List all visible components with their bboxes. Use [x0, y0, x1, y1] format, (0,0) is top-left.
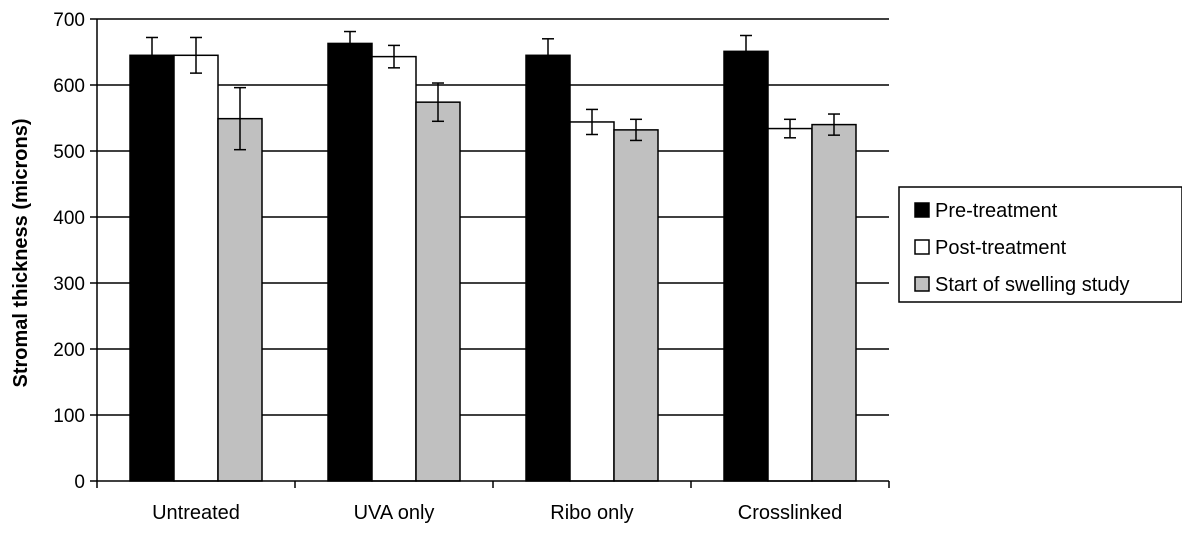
y-tick-label: 700 — [53, 10, 85, 31]
bar — [811, 123, 857, 482]
legend-swatch — [914, 276, 930, 292]
axes — [90, 18, 890, 488]
y-tick-label: 400 — [53, 208, 85, 229]
bar — [217, 117, 263, 482]
y-tick-labels: 0 100 200 300 400 500 600 700 — [53, 10, 85, 493]
bar — [569, 121, 615, 482]
x-tick-label: Ribo only — [550, 502, 633, 524]
legend-box — [898, 186, 1182, 303]
legend-items: Pre-treatment Post-treatment Start of swel… — [914, 200, 1130, 296]
y-tick-label: 500 — [53, 142, 85, 163]
legend: Pre-treatment Post-treatment Start of swel… — [898, 186, 1182, 303]
x-tick-label: Crosslinked — [738, 502, 842, 524]
y-axis-title: Stromal thickness (microns) — [10, 119, 32, 388]
legend-label: Pre-treatment — [935, 200, 1058, 222]
bar — [723, 50, 769, 482]
x-tick-labels: Untreated UVA only Ribo only Crosslinked — [152, 502, 842, 524]
y-tick-label: 200 — [53, 340, 85, 361]
y-tick-label: 300 — [53, 274, 85, 295]
error-bars — [146, 30, 840, 151]
bar — [371, 55, 417, 482]
bar — [767, 127, 813, 482]
y-tick-label: 600 — [53, 76, 85, 97]
x-tick-label: UVA only — [354, 502, 435, 524]
bar — [327, 42, 373, 482]
legend-label: Post-treatment — [935, 237, 1067, 259]
bar — [129, 54, 175, 482]
legend-swatch — [914, 239, 930, 255]
bar — [415, 101, 461, 482]
y-tick-label: 100 — [53, 406, 85, 427]
bars — [129, 42, 857, 482]
y-tick-label: 0 — [74, 472, 85, 493]
legend-swatch — [914, 202, 930, 218]
legend-label: Start of swelling study — [935, 274, 1130, 296]
bar — [173, 54, 219, 482]
bar — [525, 54, 571, 482]
x-tick-label: Untreated — [152, 502, 240, 524]
bar — [613, 129, 659, 482]
